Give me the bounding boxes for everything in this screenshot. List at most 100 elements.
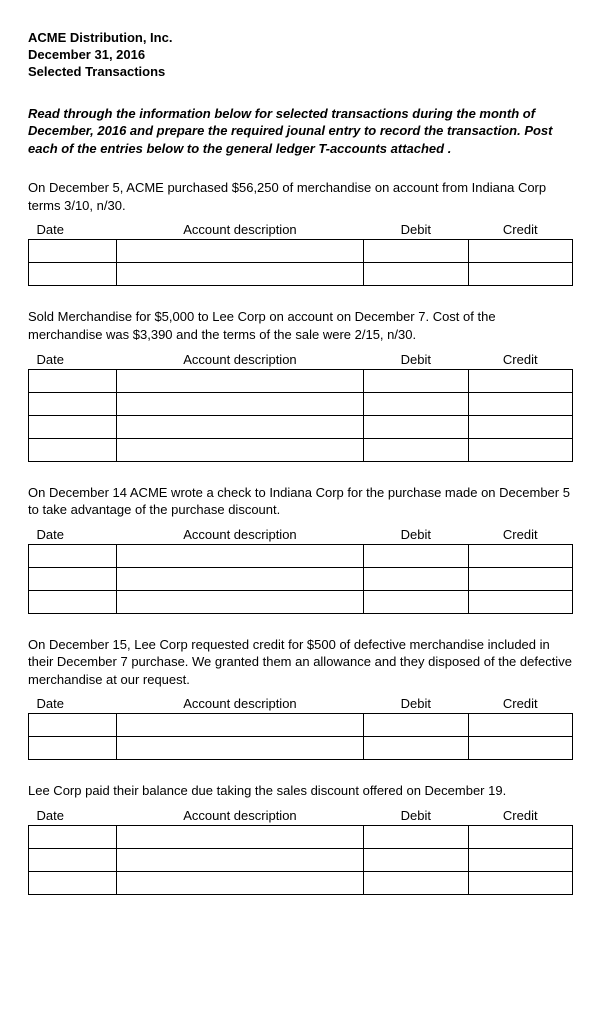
transaction-section: On December 14 ACME wrote a check to Ind…	[28, 484, 573, 614]
cell-acct[interactable]	[116, 263, 363, 286]
column-header-credit: Credit	[468, 350, 572, 370]
table-row	[29, 392, 573, 415]
cell-credit[interactable]	[468, 415, 572, 438]
cell-acct[interactable]	[116, 567, 363, 590]
cell-acct[interactable]	[116, 544, 363, 567]
transaction-section: On December 5, ACME purchased $56,250 of…	[28, 179, 573, 286]
column-header-date: Date	[29, 350, 117, 370]
cell-debit[interactable]	[364, 825, 468, 848]
cell-acct[interactable]	[116, 848, 363, 871]
instructions-text: Read through the information below for s…	[28, 105, 573, 158]
cell-acct[interactable]	[116, 825, 363, 848]
cell-date[interactable]	[29, 240, 117, 263]
transaction-description: On December 14 ACME wrote a check to Ind…	[28, 484, 573, 519]
cell-acct[interactable]	[116, 871, 363, 894]
table-row	[29, 438, 573, 461]
column-header-date: Date	[29, 525, 117, 545]
column-header-debit: Debit	[364, 525, 468, 545]
journal-table: DateAccount descriptionDebitCredit	[28, 350, 573, 462]
column-header-date: Date	[29, 694, 117, 714]
cell-credit[interactable]	[468, 737, 572, 760]
column-header-debit: Debit	[364, 694, 468, 714]
column-header-acct: Account description	[116, 806, 363, 826]
transaction-section: Sold Merchandise for $5,000 to Lee Corp …	[28, 308, 573, 461]
transaction-section: Lee Corp paid their balance due taking t…	[28, 782, 573, 895]
cell-debit[interactable]	[364, 567, 468, 590]
table-row	[29, 848, 573, 871]
cell-credit[interactable]	[468, 438, 572, 461]
cell-debit[interactable]	[364, 544, 468, 567]
cell-date[interactable]	[29, 590, 117, 613]
cell-credit[interactable]	[468, 848, 572, 871]
cell-debit[interactable]	[364, 714, 468, 737]
cell-debit[interactable]	[364, 438, 468, 461]
cell-debit[interactable]	[364, 369, 468, 392]
cell-debit[interactable]	[364, 848, 468, 871]
journal-table: DateAccount descriptionDebitCredit	[28, 525, 573, 614]
doc-date: December 31, 2016	[28, 47, 573, 64]
cell-date[interactable]	[29, 567, 117, 590]
cell-credit[interactable]	[468, 263, 572, 286]
journal-table: DateAccount descriptionDebitCredit	[28, 694, 573, 760]
cell-date[interactable]	[29, 714, 117, 737]
table-row	[29, 415, 573, 438]
cell-debit[interactable]	[364, 871, 468, 894]
cell-acct[interactable]	[116, 415, 363, 438]
cell-acct[interactable]	[116, 392, 363, 415]
table-row	[29, 737, 573, 760]
column-header-acct: Account description	[116, 350, 363, 370]
cell-acct[interactable]	[116, 737, 363, 760]
column-header-date: Date	[29, 806, 117, 826]
table-row	[29, 369, 573, 392]
table-row	[29, 263, 573, 286]
cell-acct[interactable]	[116, 438, 363, 461]
cell-acct[interactable]	[116, 590, 363, 613]
column-header-credit: Credit	[468, 806, 572, 826]
table-row	[29, 871, 573, 894]
cell-date[interactable]	[29, 415, 117, 438]
transaction-description: On December 15, Lee Corp requested credi…	[28, 636, 573, 689]
cell-acct[interactable]	[116, 714, 363, 737]
table-row	[29, 590, 573, 613]
column-header-credit: Credit	[468, 220, 572, 240]
transaction-description: Sold Merchandise for $5,000 to Lee Corp …	[28, 308, 573, 343]
doc-subtitle: Selected Transactions	[28, 64, 573, 81]
cell-date[interactable]	[29, 263, 117, 286]
cell-credit[interactable]	[468, 544, 572, 567]
cell-date[interactable]	[29, 438, 117, 461]
column-header-acct: Account description	[116, 220, 363, 240]
cell-credit[interactable]	[468, 392, 572, 415]
table-row	[29, 714, 573, 737]
cell-debit[interactable]	[364, 590, 468, 613]
table-row	[29, 240, 573, 263]
company-name: ACME Distribution, Inc.	[28, 30, 573, 47]
cell-acct[interactable]	[116, 369, 363, 392]
cell-debit[interactable]	[364, 240, 468, 263]
cell-credit[interactable]	[468, 567, 572, 590]
table-row	[29, 544, 573, 567]
cell-date[interactable]	[29, 369, 117, 392]
column-header-credit: Credit	[468, 525, 572, 545]
cell-acct[interactable]	[116, 240, 363, 263]
cell-credit[interactable]	[468, 714, 572, 737]
cell-date[interactable]	[29, 871, 117, 894]
cell-debit[interactable]	[364, 392, 468, 415]
cell-credit[interactable]	[468, 590, 572, 613]
cell-date[interactable]	[29, 825, 117, 848]
cell-credit[interactable]	[468, 825, 572, 848]
cell-credit[interactable]	[468, 369, 572, 392]
column-header-debit: Debit	[364, 350, 468, 370]
cell-date[interactable]	[29, 737, 117, 760]
cell-debit[interactable]	[364, 263, 468, 286]
cell-credit[interactable]	[468, 240, 572, 263]
cell-date[interactable]	[29, 544, 117, 567]
cell-debit[interactable]	[364, 737, 468, 760]
transaction-description: On December 5, ACME purchased $56,250 of…	[28, 179, 573, 214]
column-header-debit: Debit	[364, 220, 468, 240]
cell-date[interactable]	[29, 848, 117, 871]
journal-table: DateAccount descriptionDebitCredit	[28, 806, 573, 895]
cell-credit[interactable]	[468, 871, 572, 894]
cell-debit[interactable]	[364, 415, 468, 438]
cell-date[interactable]	[29, 392, 117, 415]
table-row	[29, 567, 573, 590]
